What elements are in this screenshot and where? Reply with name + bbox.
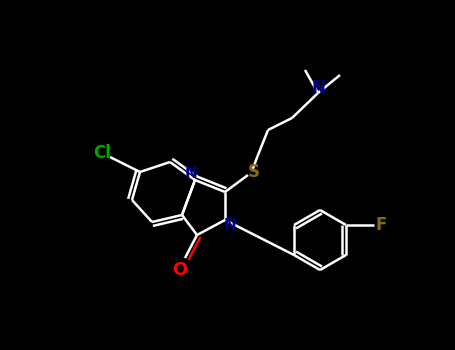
Text: N: N — [185, 167, 197, 182]
Text: F: F — [375, 216, 387, 234]
Text: N: N — [311, 79, 325, 97]
Text: N: N — [223, 217, 237, 232]
Text: S: S — [248, 163, 260, 181]
Text: Cl: Cl — [93, 144, 111, 162]
Text: O: O — [172, 261, 187, 279]
